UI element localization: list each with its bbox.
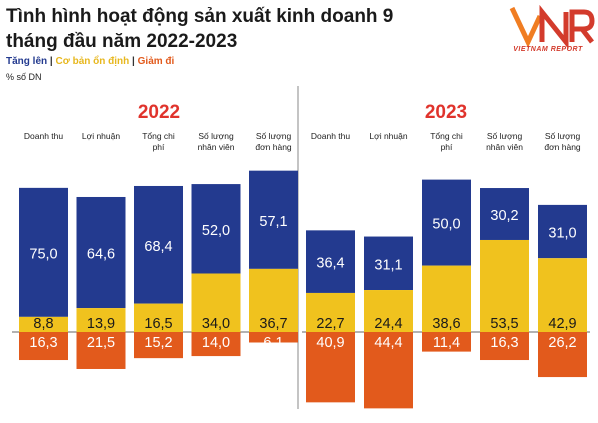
bar-stable [422,265,471,332]
legend-separator: | [132,56,135,67]
bar-stable [364,290,413,332]
bar-stable [191,273,241,332]
data-label-stable: 8,8 [33,316,53,332]
data-label-increase: 57,1 [259,214,287,230]
data-label-increase: 31,1 [374,257,402,273]
bar-decrease [191,332,241,357]
data-label-increase: 64,6 [87,247,115,263]
data-label-stable: 53,5 [490,316,518,332]
year-label: 2022 [138,102,180,123]
bar-stable [134,303,183,332]
bar-decrease [480,332,529,361]
legend-flat: Cơ bản ổn định [55,56,130,67]
data-label-decrease: 15,2 [144,335,172,351]
data-label-decrease: 14,0 [202,335,230,351]
bar-stable [249,268,298,332]
bar-stable [306,292,355,332]
chart-area: 2022 Doanh thu 75,0 8,8 16,3 Lợi nhuận 64,6 13,… [12,86,590,409]
data-label-stable: 38,6 [432,316,460,332]
bar-increase [134,185,183,304]
data-label-increase: 30,2 [490,208,518,224]
bar-increase [538,204,587,259]
data-label-increase: 75,0 [29,246,57,262]
data-label-increase: 36,4 [316,256,344,272]
bar-stable [19,316,68,332]
category-label: Số lượng [198,131,234,141]
bar-decrease [134,332,183,359]
category-label: nhân viên [486,142,523,152]
category-label: phí [441,142,453,152]
bar-stable [538,258,587,332]
data-label-stable: 42,9 [548,316,576,332]
data-label-increase: 68,4 [144,239,172,255]
bar-stable [76,308,126,332]
bar-decrease [364,332,413,409]
category-label: Tổng chi [430,131,463,141]
data-label-increase: 50,0 [432,217,460,233]
category-label: đơn hàng [255,142,292,152]
data-label-stable: 24,4 [374,316,402,332]
bar-increase [306,230,355,293]
data-label-decrease: 16,3 [29,335,57,351]
category-label: Doanh thu [311,131,350,141]
logo-text: VIETNAM REPORT [513,46,583,53]
data-label-decrease: 16,3 [490,335,518,351]
vnr-logo [509,4,595,50]
chart-title: Tình hình hoạt động sản xuất kinh doanh … [6,6,394,52]
legend-separator: | [49,56,53,67]
data-label-increase: 52,0 [202,223,230,239]
data-label-decrease: 40,9 [316,335,344,351]
bar-decrease [76,332,126,369]
legend: Tăng lên | Cơ bản ổn định | Giảm đi [6,56,174,67]
category-label: nhân viên [198,142,235,152]
legend-up: Tăng lên [6,56,48,67]
data-label-stable: 13,9 [87,316,115,332]
data-label-stable: 34,0 [202,316,230,332]
data-label-decrease: 6,1 [263,335,283,351]
bar-increase [191,184,241,274]
category-label: Lợi nhuận [369,131,407,141]
category-label: Doanh thu [24,131,63,141]
category-label: Lợi nhuận [82,131,120,141]
data-label-decrease: 21,5 [87,335,115,351]
category-label: Số lượng [545,131,581,141]
data-label-decrease: 26,2 [548,335,576,351]
data-label-decrease: 11,4 [433,335,460,351]
bar-decrease [538,332,587,378]
bar-increase [480,188,529,240]
category-label: Số lượng [256,131,292,141]
bar-increase [249,170,298,269]
bar-increase [364,236,413,291]
bar-increase [422,179,471,266]
bar-decrease [19,332,68,361]
category-label: Tổng chi [142,131,175,141]
unit-label: % số DN [6,72,42,82]
data-label-stable: 36,7 [259,316,287,332]
data-label-stable: 16,5 [144,316,172,332]
category-label: Số lượng [487,131,523,141]
category-label: đơn hàng [544,142,581,152]
data-label-increase: 31,0 [548,226,576,242]
category-label: phí [153,142,165,152]
bar-decrease [249,332,298,343]
bar-increase [19,187,68,317]
bar-stable [480,239,529,332]
data-label-decrease: 44,4 [374,335,402,351]
year-label: 2023 [425,102,467,123]
bar-decrease [422,332,471,352]
data-label-stable: 22,7 [316,316,344,332]
bar-decrease [306,332,355,403]
legend-down: Giảm đi [137,56,175,67]
bar-increase [76,196,126,309]
